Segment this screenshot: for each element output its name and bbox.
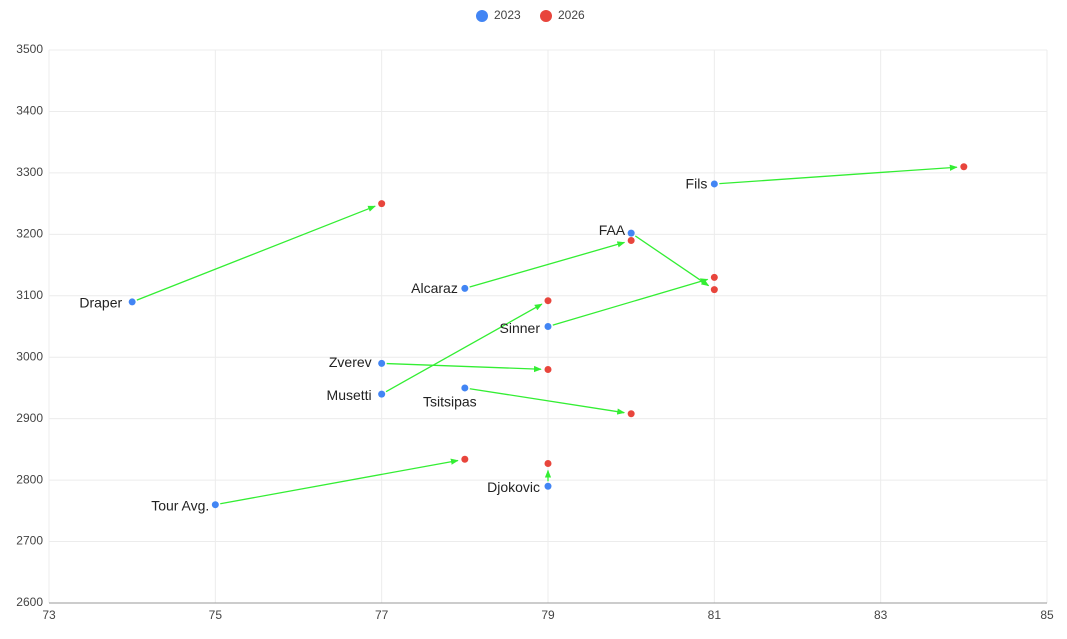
point [378,200,386,208]
arrow [634,235,710,287]
arrow [469,388,626,415]
point [378,390,386,398]
arrow [220,458,459,505]
point [710,180,718,188]
arrow [386,362,542,373]
legend-label: 2023 [494,8,521,22]
legend-label: 2026 [558,8,585,22]
point-label: Fils [686,176,708,192]
x-tick-label: 79 [541,608,555,622]
point-label: Musetti [327,387,372,403]
arrow [552,278,709,326]
point-label: Tour Avg. [151,497,209,513]
y-tick-label: 2800 [16,472,43,486]
y-tick-label: 3200 [16,227,43,241]
y-tick-label: 3300 [16,165,43,179]
x-tick-label: 83 [874,608,888,622]
y-tick-label: 3400 [16,104,43,118]
point [544,297,552,305]
y-tick-label: 3000 [16,349,43,363]
x-tick-label: 73 [42,608,56,622]
point [211,501,219,509]
point [627,410,635,418]
x-tick-label: 77 [375,608,389,622]
y-tick-label: 3100 [16,288,43,302]
legend-swatch [540,10,552,22]
arrow [469,241,626,288]
x-tick-label: 81 [708,608,722,622]
point-label: Alcaraz [411,280,458,296]
point [461,384,469,392]
point [960,163,968,171]
point-label: Sinner [500,320,541,336]
y-tick-label: 3500 [16,42,43,56]
arrow [385,303,543,393]
point [544,482,552,490]
point [544,323,552,330]
y-tick-label: 2600 [16,595,43,609]
x-tick-label: 75 [209,608,223,622]
point [627,229,635,237]
point [544,366,552,374]
point [461,455,469,463]
point [627,236,635,244]
arrow [719,164,958,185]
point-label: FAA [599,222,626,238]
y-tick-label: 2900 [16,411,43,425]
point [461,284,469,292]
point [710,273,718,281]
point [710,286,718,294]
point-label: Zverev [329,354,372,370]
point [128,298,136,306]
point-label: Tsitsipas [423,394,477,410]
point-label: Djokovic [487,479,540,495]
point-label: Draper [79,295,122,311]
x-tick-label: 85 [1040,608,1054,622]
y-tick-label: 2700 [16,534,43,548]
legend-swatch [476,10,488,22]
point [378,359,386,367]
arrow [136,205,376,301]
point [544,460,552,468]
